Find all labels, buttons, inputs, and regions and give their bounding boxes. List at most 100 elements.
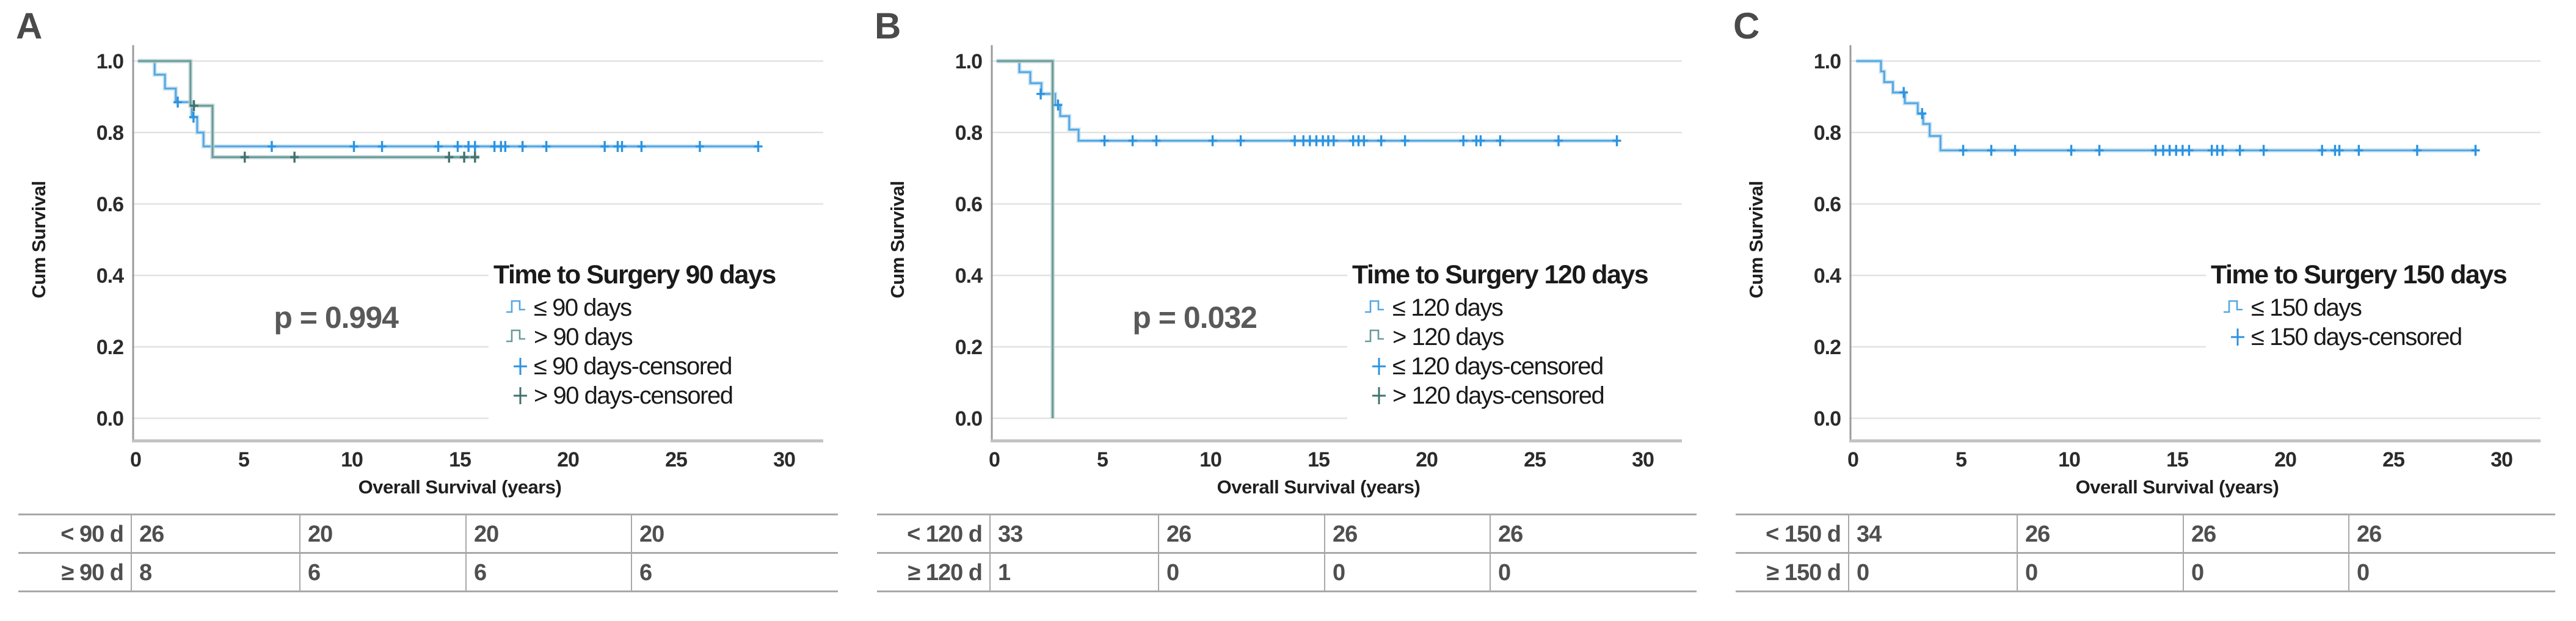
y-tick-label: 0.4 — [96, 264, 124, 288]
legend-item-label: > 120 days — [1392, 324, 1504, 350]
x-axis-title: Overall Survival (years) — [1217, 476, 1421, 498]
km-curve — [997, 60, 1054, 418]
censor-mark — [1476, 135, 1485, 147]
censor-mark — [1496, 135, 1505, 147]
risk-table-cell: 20 — [299, 515, 465, 554]
legend-item-label: ≤ 150 days — [2251, 294, 2362, 321]
x-tick-label: 5 — [238, 448, 249, 471]
p-value-annotation: p = 0.032 — [1132, 300, 1257, 335]
censor-mark — [2354, 145, 2363, 156]
legend-step-icon — [1365, 329, 1384, 343]
censor-mark — [1400, 135, 1410, 147]
censor-mark — [189, 111, 198, 123]
x-tick-label: 0 — [130, 448, 141, 471]
y-tick-label: 0.8 — [96, 122, 123, 145]
panel-label-c: C — [1733, 5, 1759, 46]
x-tick-label: 15 — [1308, 448, 1330, 471]
risk-table-cell: 26 — [2183, 515, 2348, 554]
censor-mark — [2095, 145, 2104, 156]
risk-table-cell: 0 — [1848, 554, 2017, 592]
risk-table-cell: 1 — [989, 554, 1158, 592]
risk-table-cell: 0 — [2017, 554, 2183, 592]
censor-mark — [1899, 87, 1908, 98]
censor-mark — [501, 140, 510, 152]
censor-mark — [240, 151, 249, 163]
y-tick-label: 1.0 — [96, 50, 123, 73]
x-tick-label: 0 — [989, 448, 1000, 471]
survival-chart-c: 0.0 0.2 0.4 0.6 0.8 1.0 0 5 10 15 20 25 30 Cum Surviv… — [1745, 45, 2543, 498]
panel-b: B 0.0 0.2 0.4 0.6 0.8 1.0 0 5 10 15 20 25 30 Cum Surv… — [859, 0, 1717, 621]
legend-background — [489, 259, 826, 420]
censor-mark — [470, 140, 479, 152]
censor-mark — [460, 151, 469, 163]
panel-a: A 0.0 0.2 0.4 0.6 0.8 1.0 0 5 10 15 20 25 30 Cum Surv… — [0, 0, 859, 621]
risk-table-cell: 0 — [2183, 554, 2348, 592]
censor-mark — [1554, 135, 1563, 147]
km-curve-halo — [137, 59, 759, 149]
censor-mark — [1987, 145, 1996, 156]
censor-mark — [2335, 145, 2344, 156]
censor-mark — [1236, 135, 1245, 147]
y-axis-title: Cum Survival — [1745, 181, 1767, 298]
risk-table-cell: 20 — [465, 515, 631, 554]
x-tick-label: 0 — [1847, 448, 1858, 471]
risk-table-cell: 8 — [131, 554, 299, 592]
x-tick-label: 20 — [1416, 448, 1438, 471]
legend-censor-icon — [1372, 358, 1386, 375]
y-tick-label: 1.0 — [1814, 50, 1841, 73]
km-curve — [996, 60, 1617, 142]
x-tick-label: 20 — [557, 448, 579, 471]
x-axis-title: Overall Survival (years) — [358, 476, 562, 498]
risk-table-cell: 0 — [1490, 554, 1697, 592]
km-curve — [1856, 60, 2476, 151]
censor-mark — [267, 140, 277, 152]
y-tick-label: 0.0 — [955, 407, 982, 430]
risk-table-row-label: < 90 d — [18, 515, 131, 554]
y-tick-label: 0.6 — [1814, 193, 1841, 216]
risk-table-cell: 33 — [989, 515, 1158, 554]
y-axis-title: Cum Survival — [887, 181, 908, 298]
censor-mark — [173, 96, 183, 108]
censor-mark — [2185, 145, 2194, 156]
legend-item-label: > 120 days-censored — [1392, 382, 1604, 409]
x-tick-label: 30 — [2490, 448, 2512, 471]
censor-mark — [695, 140, 704, 152]
y-tick-label: 0.6 — [96, 193, 123, 216]
y-tick-label: 1.0 — [955, 50, 982, 73]
legend-censor-icon — [1372, 387, 1386, 404]
censor-mark — [1459, 135, 1468, 147]
censor-mark — [518, 140, 527, 152]
censor-mark — [445, 151, 454, 163]
legend-background — [1347, 259, 1684, 420]
censor-mark — [637, 140, 646, 152]
censor-mark — [1918, 107, 1927, 119]
survival-chart-b: 0.0 0.2 0.4 0.6 0.8 1.0 0 5 10 15 20 25 30 Cum Surviv… — [887, 45, 1684, 498]
censor-mark — [2151, 145, 2160, 156]
risk-table-cell: 26 — [1324, 515, 1490, 554]
censor-mark — [1152, 135, 1161, 147]
x-tick-label: 15 — [2166, 448, 2188, 471]
risk-table-cell: 26 — [1158, 515, 1324, 554]
risk-table-cell: 26 — [2017, 515, 2183, 554]
censor-mark — [1053, 99, 1063, 111]
survival-chart-a: 0.0 0.2 0.4 0.6 0.8 1.0 0 5 10 15 20 25 30 Cum Surviv… — [28, 45, 826, 498]
x-tick-label: 10 — [2058, 448, 2080, 471]
censor-mark — [2067, 145, 2076, 156]
x-tick-label: 5 — [1097, 448, 1108, 471]
censor-mark — [377, 140, 387, 152]
censor-mark — [2218, 145, 2227, 156]
legend-title: Time to Surgery 120 days — [1352, 260, 1648, 289]
censor-mark — [1377, 135, 1386, 147]
censor-mark — [1359, 135, 1369, 147]
y-tick-label: 0.4 — [955, 264, 983, 288]
risk-table-cell: 0 — [2348, 554, 2555, 592]
x-tick-label: 15 — [449, 448, 471, 471]
risk-table-cell: 26 — [1490, 515, 1697, 554]
risk-table-row-label: ≥ 120 d — [877, 554, 989, 592]
x-tick-label: 30 — [1632, 448, 1654, 471]
risk-table-cell: 6 — [631, 554, 838, 592]
censor-mark — [470, 151, 479, 163]
